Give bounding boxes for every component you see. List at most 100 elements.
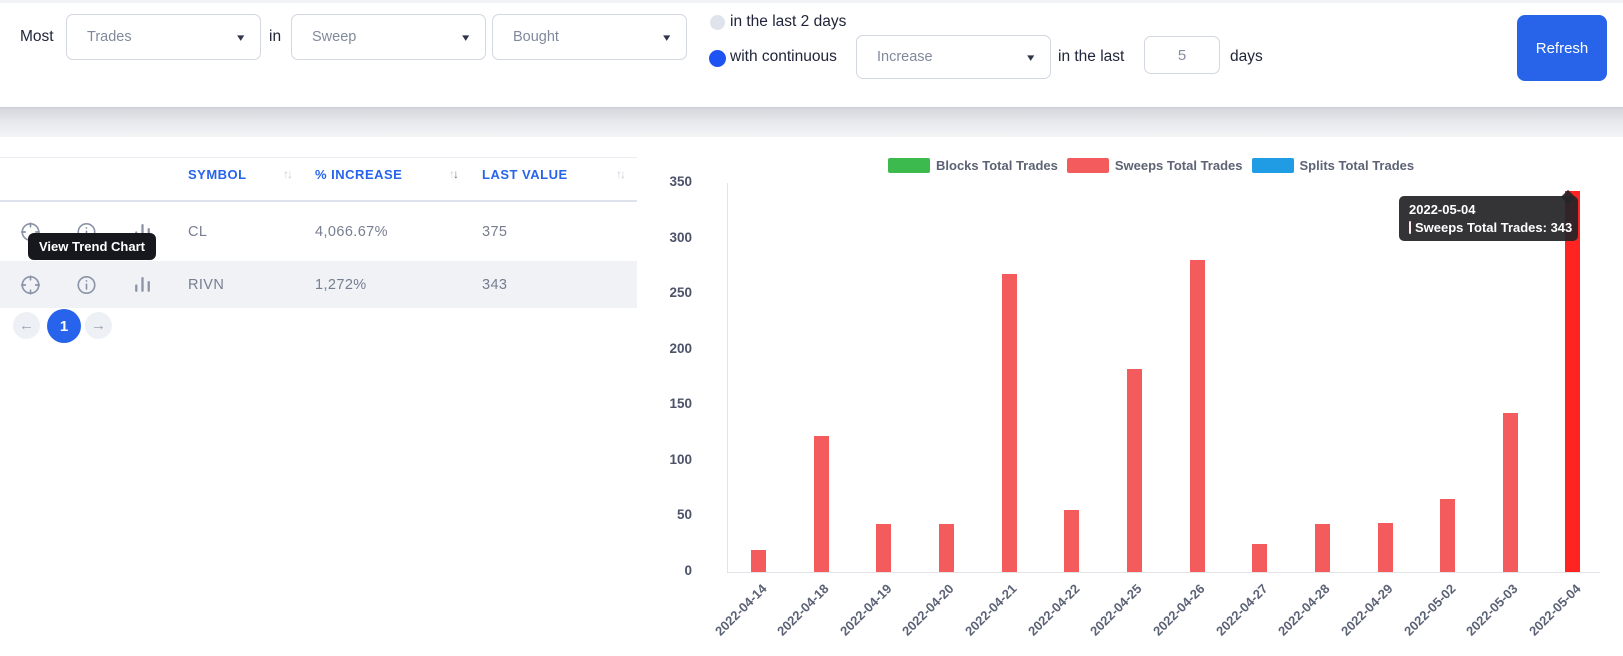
- x-axis-label: 2022-04-14: [711, 581, 770, 639]
- days-label: days: [1230, 48, 1263, 65]
- chart-legend: Blocks Total Trades Sweeps Total Trades Sp…: [888, 158, 1414, 173]
- legend-label: Sweeps Total Trades: [1114, 158, 1243, 173]
- bar-2022-04-29[interactable]: [1377, 523, 1393, 572]
- trend-chart-icon[interactable]: [131, 273, 154, 296]
- legend-item-sweeps-total-trades[interactable]: Sweeps Total Trades: [1066, 158, 1243, 173]
- current-page-number: 1: [59, 317, 69, 335]
- legend-item-blocks-total-trades[interactable]: Blocks Total Trades: [888, 158, 1058, 173]
- column-header--increase[interactable]: % INCREASE: [315, 167, 403, 182]
- info-icon[interactable]: [75, 273, 98, 296]
- bar-2022-04-26[interactable]: [1189, 260, 1205, 572]
- x-axis-label: 2022-04-26: [1150, 581, 1208, 639]
- bar-2022-04-25[interactable]: [1126, 369, 1142, 572]
- y-axis-tick-label: 200: [669, 340, 692, 356]
- x-axis-label: 2022-05-02: [1400, 581, 1459, 639]
- with-continuous-label: with continuous: [730, 48, 837, 65]
- x-axis-label: 2022-04-18: [774, 581, 832, 639]
- symbol-cell: RIVN: [188, 276, 225, 293]
- chevron-down-icon: ▾: [1027, 51, 1035, 64]
- y-axis-tick-label: 300: [669, 229, 692, 245]
- x-axis-label: 2022-04-19: [836, 581, 895, 639]
- type-dropdown-value: Sweep: [312, 29, 357, 45]
- sort-down-icon: ↓: [620, 167, 626, 181]
- type-dropdown[interactable]: Sweep ▾: [291, 14, 486, 60]
- sort-down-icon: ↓: [453, 167, 459, 181]
- sort-icon[interactable]: ↑↓: [449, 167, 459, 181]
- x-axis-label: 2022-05-04: [1525, 581, 1584, 639]
- trend-dropdown[interactable]: Increase ▾: [856, 35, 1051, 79]
- y-axis-tick-label: 0: [684, 563, 692, 578]
- prev-page-icon: ←: [19, 317, 34, 334]
- x-axis-label: 2022-04-25: [1087, 581, 1145, 639]
- target-icon[interactable]: [19, 273, 42, 296]
- legend-label: Blocks Total Trades: [936, 158, 1058, 173]
- x-axis-label: 2022-04-28: [1275, 581, 1333, 639]
- bar-2022-04-14[interactable]: [751, 550, 766, 572]
- last-2-days-label: in the last 2 days: [730, 13, 847, 30]
- bar-2022-05-02[interactable]: [1440, 499, 1456, 572]
- side-dropdown-value: Bought: [513, 29, 559, 45]
- chevron-down-icon: ▾: [237, 31, 245, 44]
- table-top-border: [0, 157, 637, 158]
- x-axis-label: 2022-04-21: [962, 581, 1020, 639]
- table-row[interactable]: RIVN 1,272% 343: [0, 261, 637, 308]
- x-axis-label: 2022-04-20: [899, 581, 958, 639]
- bar-2022-04-19[interactable]: [876, 524, 892, 572]
- sort-icon[interactable]: ↑↓: [283, 167, 293, 181]
- prev-page-button[interactable]: ←: [13, 312, 40, 339]
- radio-continuous[interactable]: [709, 50, 726, 67]
- y-axis-tick-label: 150: [669, 396, 692, 412]
- bar-2022-04-27[interactable]: [1252, 544, 1268, 572]
- y-axis-tick-label: 350: [669, 174, 692, 189]
- most-label: Most: [20, 28, 54, 45]
- increase-cell: 1,272%: [315, 276, 367, 293]
- y-axis-tick-label: 50: [676, 507, 692, 523]
- x-axis-label: 2022-04-29: [1337, 581, 1396, 639]
- legend-label: Splits Total Trades: [1299, 158, 1415, 173]
- bar-2022-04-28[interactable]: [1314, 524, 1330, 572]
- x-axis-line: [727, 572, 1600, 573]
- bar-2022-04-22[interactable]: [1064, 510, 1080, 572]
- bar-2022-04-18[interactable]: [813, 436, 829, 572]
- chart-tooltip-date: 2022-05-04: [1409, 202, 1476, 217]
- sort-icon[interactable]: ↑↓: [616, 167, 626, 181]
- sort-up-icon: ↑: [449, 167, 455, 181]
- x-axis-label: 2022-05-03: [1463, 581, 1521, 639]
- y-axis-line: [727, 183, 728, 572]
- legend-swatch-icon: [1066, 158, 1109, 173]
- y-axis-tick-label: 250: [669, 285, 692, 301]
- legend-item-splits-total-trades[interactable]: Splits Total Trades: [1251, 158, 1415, 173]
- sort-up-icon: ↑: [283, 167, 289, 181]
- view-trend-chart-tooltip: View Trend Chart: [28, 233, 156, 260]
- increase-cell: 4,066.67%: [315, 223, 388, 240]
- section-divider: [0, 107, 1623, 137]
- radio-last-2-days[interactable]: [710, 15, 725, 30]
- sort-up-icon: ↑: [616, 167, 622, 181]
- metric-dropdown[interactable]: Trades ▾: [66, 14, 261, 60]
- symbol-cell: CL: [188, 223, 208, 240]
- x-axis-label: 2022-04-27: [1212, 581, 1271, 639]
- column-header-last-value[interactable]: LAST VALUE: [482, 167, 568, 182]
- chevron-down-icon: ▾: [663, 31, 671, 44]
- side-dropdown[interactable]: Bought ▾: [492, 14, 687, 60]
- y-axis-tick-label: 100: [669, 451, 692, 467]
- bar-2022-04-21[interactable]: [1001, 274, 1017, 572]
- chart-tooltip-swatch-icon: [1409, 221, 1411, 234]
- page-1-button[interactable]: 1: [47, 309, 81, 343]
- sort-down-icon: ↓: [287, 167, 293, 181]
- bar-2022-05-04[interactable]: [1565, 191, 1581, 572]
- next-page-button[interactable]: →: [85, 312, 112, 339]
- bar-2022-05-03[interactable]: [1502, 413, 1518, 572]
- last-value-cell: 343: [482, 276, 508, 293]
- chart-tooltip-value: Sweeps Total Trades: 343: [1415, 220, 1573, 235]
- in-label: in: [269, 28, 282, 45]
- bar-2022-04-20[interactable]: [938, 524, 954, 572]
- column-header-symbol[interactable]: SYMBOL: [188, 167, 247, 182]
- in-the-last-label: in the last: [1058, 48, 1125, 65]
- trend-dropdown-value: Increase: [877, 49, 933, 65]
- days-input[interactable]: [1144, 36, 1220, 74]
- refresh-button[interactable]: Refresh: [1517, 15, 1607, 81]
- next-page-icon: →: [91, 317, 106, 334]
